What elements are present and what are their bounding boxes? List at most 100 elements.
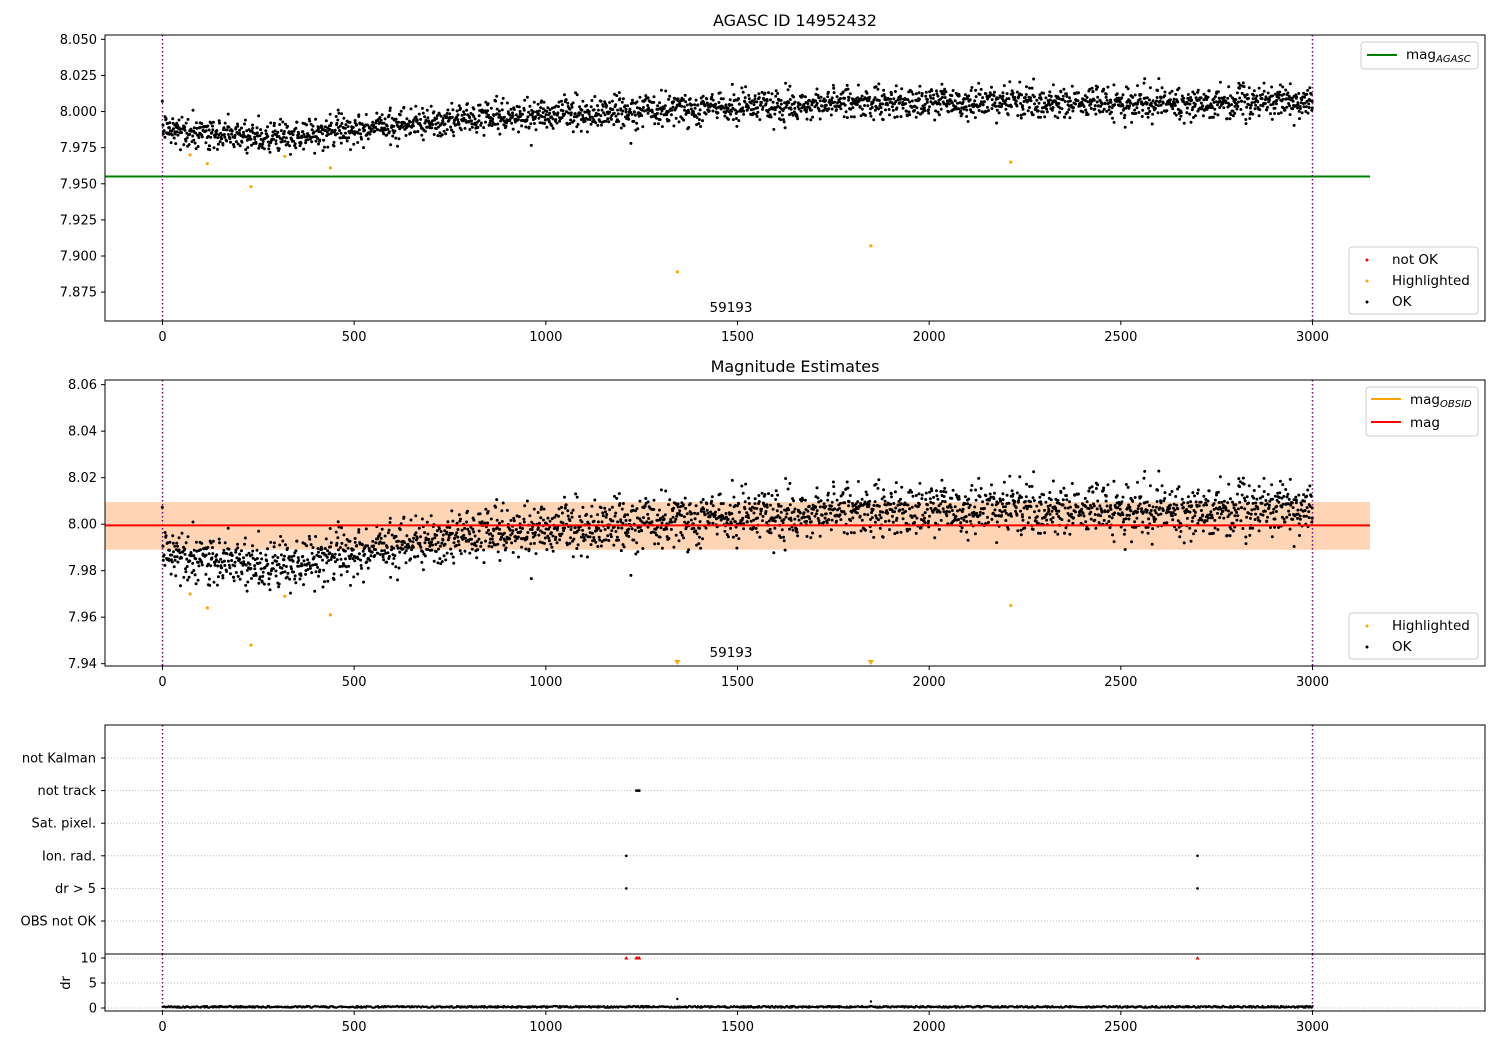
ok-point [981,511,985,515]
ok-point [295,539,299,543]
ok-point [1060,107,1064,111]
ok-point [221,143,225,147]
ok-point [635,507,639,511]
ok-point [1247,96,1250,100]
ok-point [1291,107,1295,111]
ok-point [281,120,285,124]
ok-point [1111,533,1114,537]
ok-point [1089,517,1093,521]
ok-point [326,549,330,553]
ok-point [257,581,261,585]
ok-point [846,486,850,490]
ok-point [1247,103,1251,107]
ok-point [1129,509,1133,513]
ok-point [754,526,758,530]
ok-point [323,125,327,129]
ok-point [471,527,475,531]
ok-point [281,539,285,543]
ok-point [612,111,616,115]
ok-point [230,559,234,562]
ok-point [1303,95,1306,99]
ok-point [279,129,283,133]
ok-point [497,521,501,525]
ok-point [927,108,930,112]
ok-point [493,122,497,126]
ok-point [548,519,552,523]
ok-point [609,532,613,536]
ok-point [827,518,831,522]
ok-point [1073,493,1077,497]
ok-point [194,121,198,125]
ok-point [558,538,562,542]
ok-point [798,103,802,107]
ok-point [1056,116,1060,120]
ok-point [396,125,400,129]
ok-point [1069,512,1073,516]
ok-point [525,95,529,99]
ok-point [1067,519,1071,523]
ok-point [482,548,486,552]
ok-point [944,490,948,494]
ok-point [304,141,308,145]
ok-point [495,498,499,502]
ok-point [938,102,942,106]
ok-point [238,557,242,561]
ok-point [1089,504,1092,507]
ok-point [704,526,708,530]
ok-point [240,126,243,130]
ok-point [1288,82,1292,86]
ok-point [186,117,190,121]
ok-point [682,105,686,109]
ok-point [1179,111,1183,114]
ok-point [240,572,244,576]
ok-point [663,104,667,108]
ok-point [741,106,745,110]
ok-point [289,152,292,156]
ok-point [1015,104,1019,108]
ok-point [208,583,212,587]
ok-point [1106,483,1110,487]
ok-point [563,112,567,116]
ok-point [1159,96,1163,100]
ok-point [180,131,183,135]
ok-point [808,517,812,521]
ok-point [883,499,887,503]
ok-point [289,591,292,595]
ok-point [470,547,474,551]
ok-point [1263,102,1267,105]
ok-point [1154,103,1158,107]
ok-point [864,528,867,532]
ok-point [273,553,277,557]
ok-point [519,530,523,534]
ok-point [524,547,528,551]
ok-point [356,141,360,144]
ok-point [703,513,707,517]
ok-point [803,105,807,109]
ok-point [889,502,893,506]
ok-point [383,534,387,538]
ok-point [1068,99,1072,103]
ok-point [556,111,560,115]
ok-point [388,521,392,524]
ok-point [581,505,585,509]
ok-point [742,112,746,116]
ok-point [1113,511,1117,515]
ok-point [429,514,433,518]
ok-point [200,541,204,545]
ok-point [1257,86,1261,90]
ok-point [830,500,834,504]
ok-point [562,529,566,533]
ok-point [908,113,912,117]
ok-point [344,131,347,135]
ok-point [537,109,541,113]
ok-point [1142,476,1146,480]
ok-point [558,119,562,123]
ok-point [253,137,257,141]
ok-point [713,513,717,517]
ok-point [1173,508,1177,512]
ok-point [737,102,741,106]
ok-point [500,509,504,513]
ok-point [827,107,831,111]
ok-point [571,101,575,105]
ok-point [192,554,196,558]
